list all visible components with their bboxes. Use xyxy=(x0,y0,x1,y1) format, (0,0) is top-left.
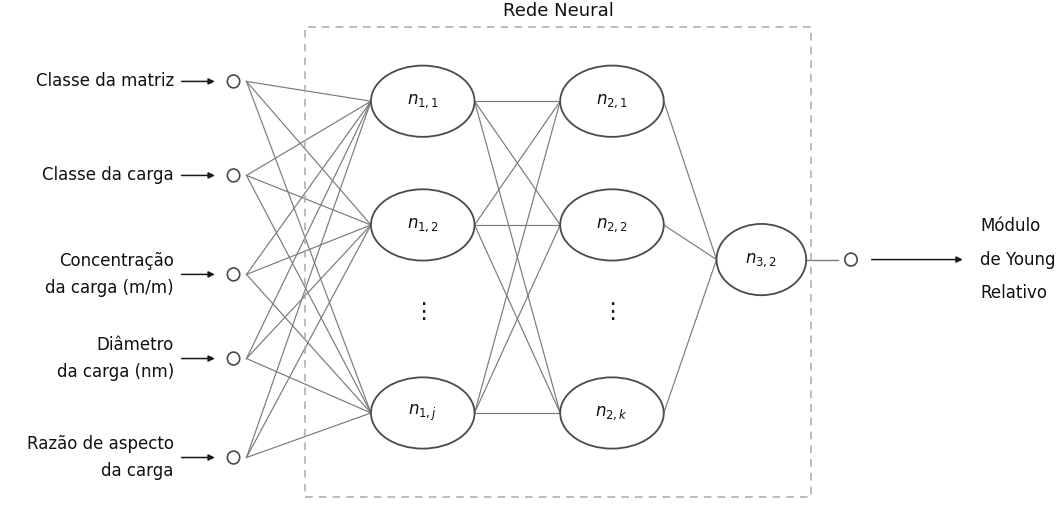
Text: da carga (m/m): da carga (m/m) xyxy=(46,279,174,297)
Text: $n_{2,k}$: $n_{2,k}$ xyxy=(596,404,629,422)
Ellipse shape xyxy=(227,75,240,88)
Text: Classe da matriz: Classe da matriz xyxy=(35,73,174,90)
Text: ⋮: ⋮ xyxy=(412,302,434,321)
Text: de Young: de Young xyxy=(980,250,1056,269)
Text: da carga: da carga xyxy=(101,462,174,480)
Text: Módulo: Módulo xyxy=(980,217,1041,235)
Text: ⋮: ⋮ xyxy=(601,302,623,321)
Ellipse shape xyxy=(560,65,664,137)
Ellipse shape xyxy=(227,169,240,182)
Bar xyxy=(305,27,811,497)
Text: Diâmetro: Diâmetro xyxy=(97,336,174,354)
Text: $n_{2,1}$: $n_{2,1}$ xyxy=(596,92,628,110)
Text: Razão de aspecto: Razão de aspecto xyxy=(27,435,174,453)
Text: $n_{1,2}$: $n_{1,2}$ xyxy=(407,216,439,234)
Text: Rede Neural: Rede Neural xyxy=(502,2,614,20)
Ellipse shape xyxy=(227,268,240,281)
Ellipse shape xyxy=(371,377,475,449)
Ellipse shape xyxy=(560,189,664,261)
Text: Classe da carga: Classe da carga xyxy=(42,166,174,185)
Ellipse shape xyxy=(227,352,240,365)
Ellipse shape xyxy=(560,377,664,449)
Ellipse shape xyxy=(227,451,240,464)
Ellipse shape xyxy=(371,189,475,261)
Text: Concentração: Concentração xyxy=(58,252,174,270)
Ellipse shape xyxy=(717,224,806,295)
Ellipse shape xyxy=(371,65,475,137)
Text: da carga (nm): da carga (nm) xyxy=(56,363,174,381)
Text: $n_{1,j}$: $n_{1,j}$ xyxy=(408,403,438,423)
Text: $n_{2,2}$: $n_{2,2}$ xyxy=(596,216,628,234)
Text: Relativo: Relativo xyxy=(980,284,1047,302)
Ellipse shape xyxy=(844,253,857,266)
Text: $n_{3,2}$: $n_{3,2}$ xyxy=(746,250,777,269)
Text: $n_{1,1}$: $n_{1,1}$ xyxy=(407,92,439,110)
